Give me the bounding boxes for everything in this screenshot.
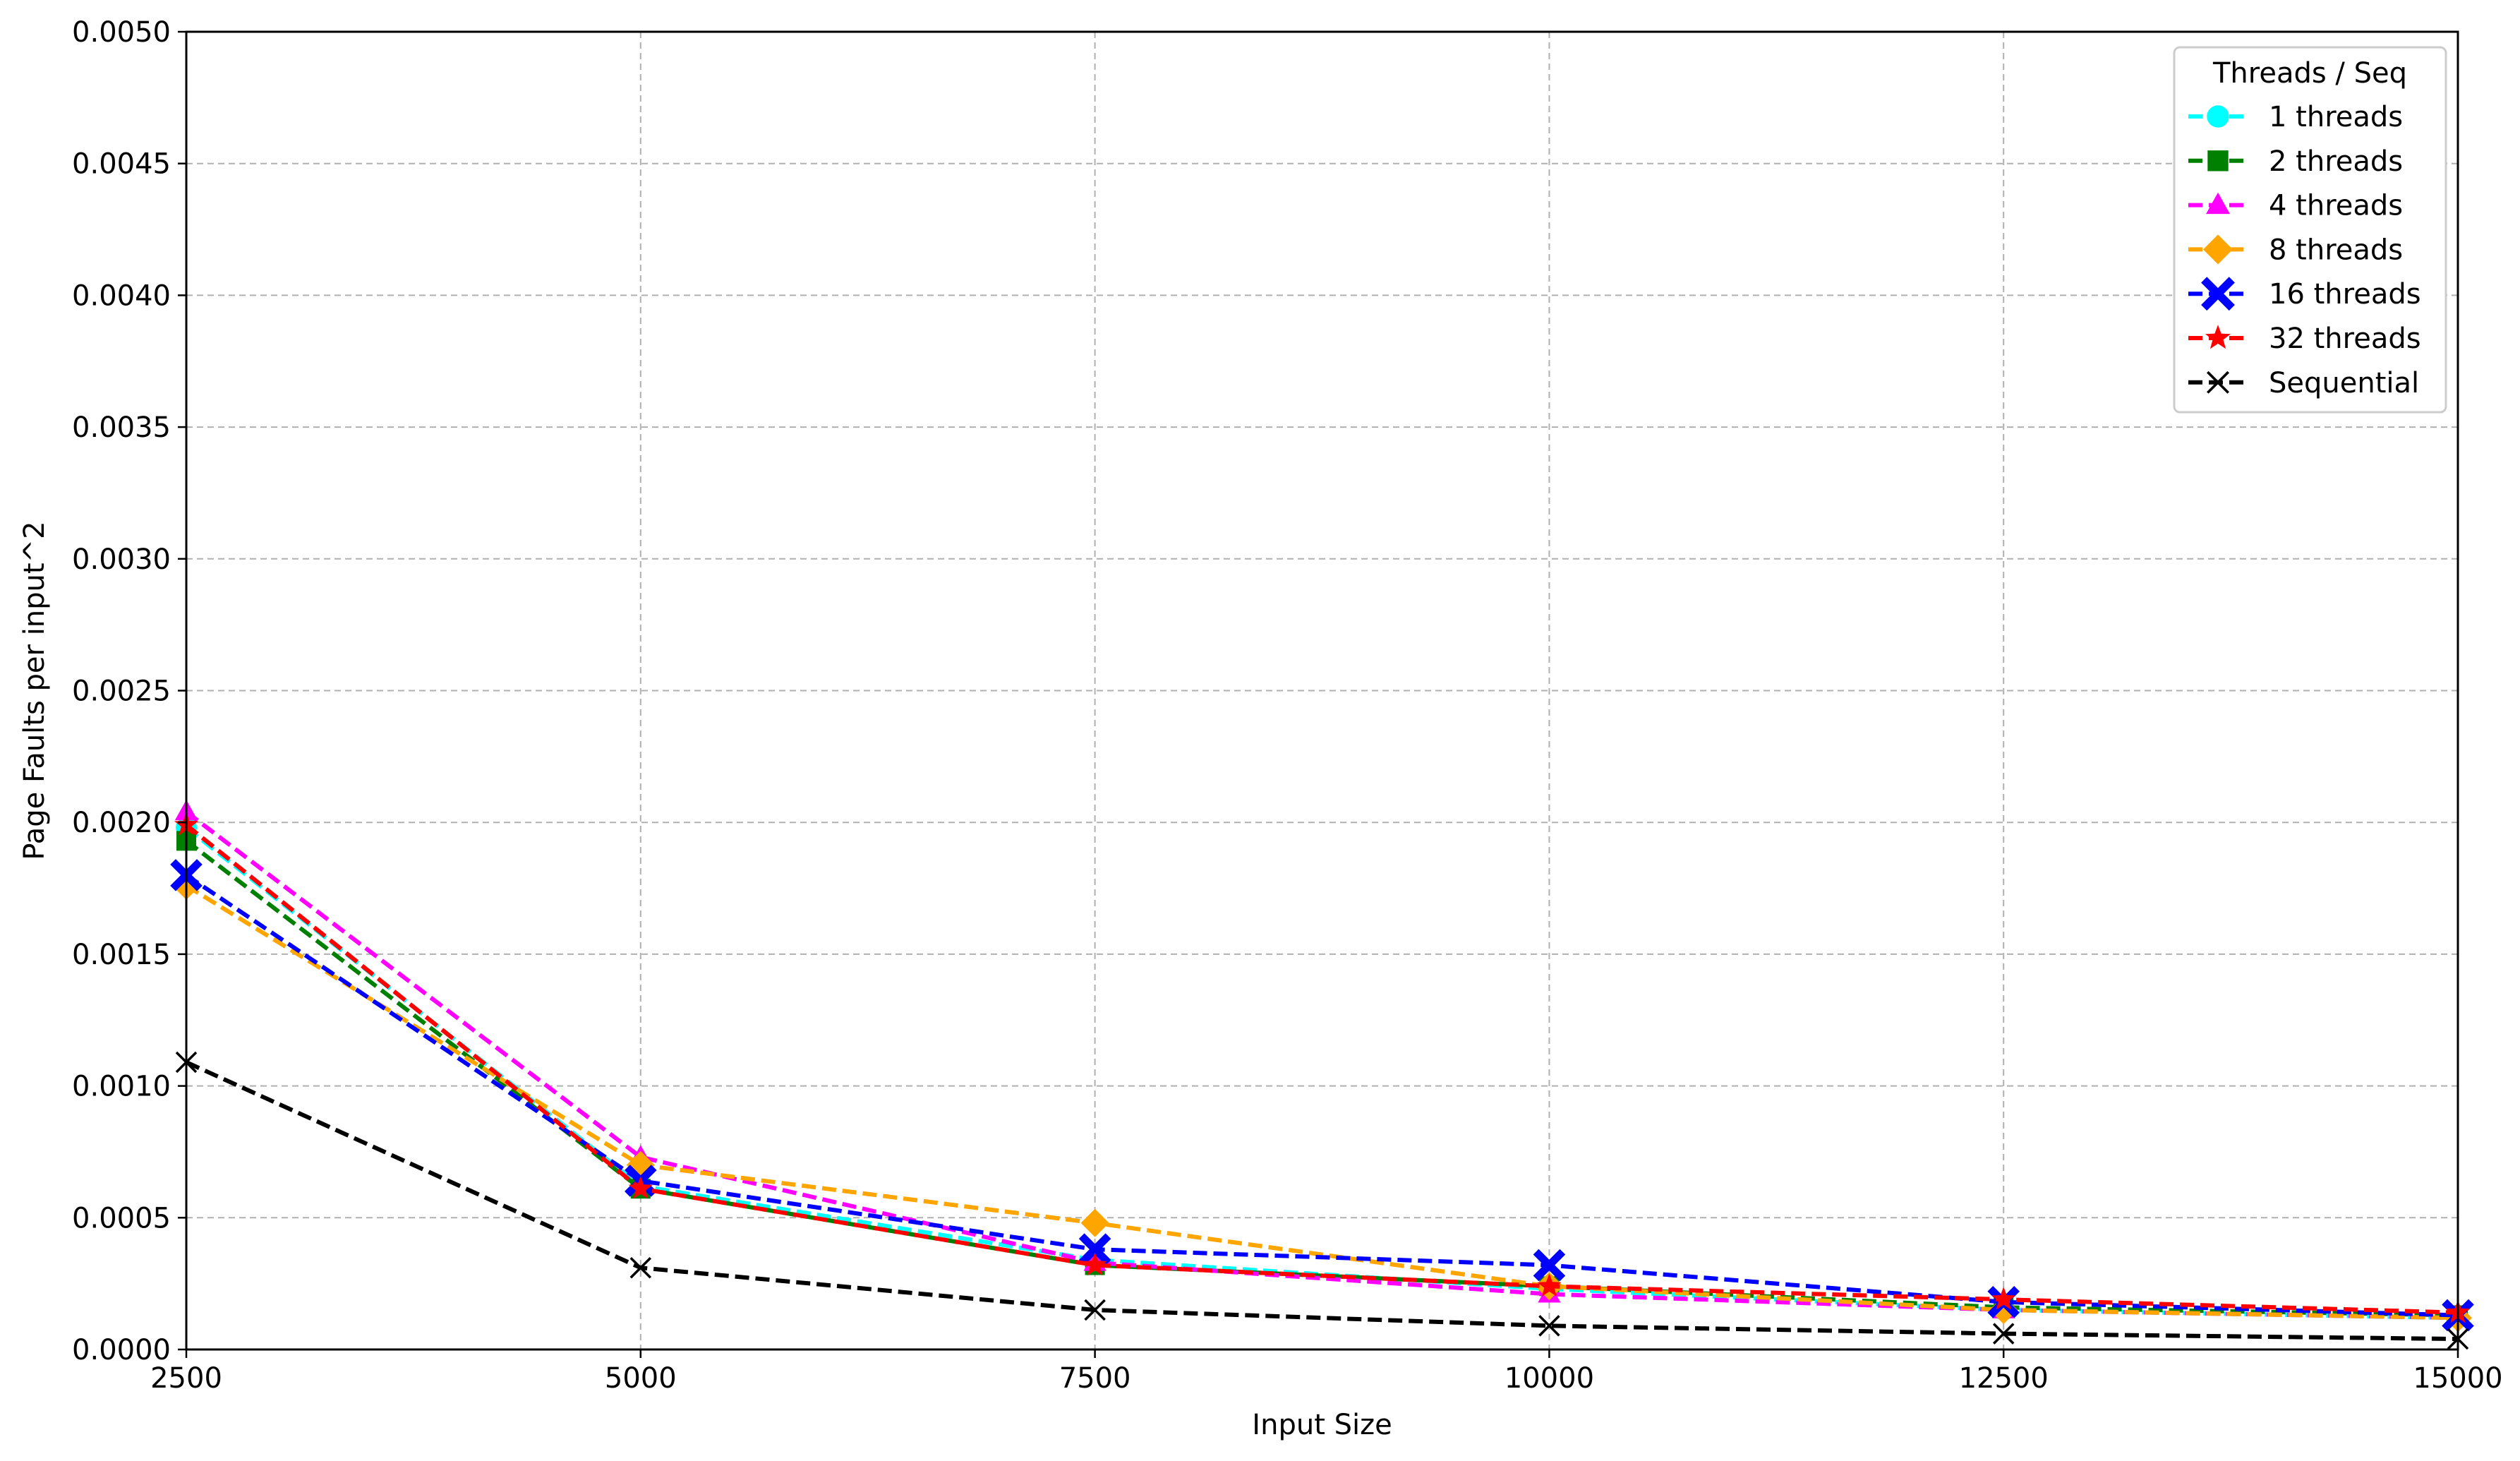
series-line xyxy=(185,810,2459,1321)
legend-label: Sequential xyxy=(2269,367,2419,399)
data-point xyxy=(1538,1315,1560,1337)
data-point xyxy=(2207,371,2229,394)
series-32-threads xyxy=(174,812,2471,1323)
y-tick-label: 0.0040 xyxy=(72,279,171,312)
y-tick-label: 0.0030 xyxy=(72,543,171,576)
x-axis-title: Input Size xyxy=(1252,1409,1392,1441)
y-tick-label: 0.0045 xyxy=(72,148,171,181)
series-line xyxy=(185,823,2459,1315)
legend-item: 32 threads xyxy=(2188,323,2421,355)
data-point xyxy=(1083,1252,1107,1276)
series-4-threads xyxy=(174,800,2470,1327)
y-tick-label: 0.0050 xyxy=(72,16,171,49)
x-tick-label: 2500 xyxy=(150,1362,222,1395)
data-point xyxy=(1991,1287,2016,1310)
series-2-threads xyxy=(176,831,2468,1325)
x-tick-label: 15000 xyxy=(2413,1362,2502,1395)
x-axis-ticks: 2500 5000 7500 10000 12500 15000 xyxy=(150,1349,2503,1395)
data-point xyxy=(1084,1299,1106,1321)
legend-label: 16 threads xyxy=(2269,278,2421,311)
legend-label: 8 threads xyxy=(2269,234,2403,266)
data-point xyxy=(1078,1233,1111,1265)
data-point xyxy=(1080,1208,1109,1237)
legend-label: 32 threads xyxy=(2269,323,2421,355)
y-axis-title: Page Faults per input^2 xyxy=(18,521,51,860)
legend-item: 8 threads xyxy=(2188,234,2403,266)
data-point xyxy=(1533,1249,1566,1282)
x-tick-label: 10000 xyxy=(1505,1362,1594,1395)
series-line xyxy=(185,826,2459,1321)
series-1-threads xyxy=(176,817,2468,1329)
series-line xyxy=(185,884,2459,1321)
data-point xyxy=(2207,150,2229,172)
grid-lines xyxy=(186,31,2459,1350)
data-point xyxy=(2203,234,2233,265)
series-line xyxy=(185,873,2459,1318)
legend-item: 4 threads xyxy=(2188,190,2403,222)
y-tick-label: 0.0025 xyxy=(72,675,171,708)
legend: Threads / Seq 1 threads 2 threads 4 thread… xyxy=(2173,46,2447,414)
y-tick-label: 0.0010 xyxy=(72,1071,171,1103)
legend-label: 1 threads xyxy=(2269,101,2403,133)
series-line xyxy=(185,838,2459,1318)
data-point xyxy=(1992,1323,2015,1345)
data-point xyxy=(2205,325,2231,349)
data-point xyxy=(1537,1273,1562,1297)
data-point xyxy=(2206,192,2230,215)
data-point xyxy=(629,1257,652,1279)
legend-item: Sequential xyxy=(2188,367,2419,399)
y-tick-label: 0.0015 xyxy=(72,939,171,971)
data-point xyxy=(2201,277,2235,311)
y-tick-label: 0.0020 xyxy=(72,807,171,839)
legend-label: 4 threads xyxy=(2269,190,2403,222)
data-point xyxy=(628,1176,653,1199)
legend-label: 2 threads xyxy=(2269,145,2403,178)
x-tick-label: 7500 xyxy=(1059,1362,1131,1395)
x-tick-label: 5000 xyxy=(605,1362,677,1395)
y-axis-ticks: 0.0000 0.0005 0.0010 0.0015 0.0020 0.0025 0.00… xyxy=(72,16,186,1366)
data-point xyxy=(2207,105,2229,128)
legend-title: Threads / Seq xyxy=(2212,57,2407,90)
series-layer xyxy=(170,800,2474,1350)
legend-item: 2 threads xyxy=(2188,145,2403,178)
series-8-threads xyxy=(172,871,2472,1333)
legend-item: 1 threads xyxy=(2188,101,2403,133)
legend-box xyxy=(2173,46,2447,414)
legend-items: 1 threads 2 threads 4 threads 8 threads 16 t… xyxy=(2188,101,2421,399)
series-line xyxy=(185,1060,2459,1342)
legend-item: 16 threads xyxy=(2188,277,2421,311)
y-tick-label: 0.0000 xyxy=(72,1334,171,1366)
y-tick-label: 0.0035 xyxy=(72,411,171,444)
x-tick-label: 12500 xyxy=(1959,1362,2049,1395)
y-tick-label: 0.0005 xyxy=(72,1202,171,1234)
